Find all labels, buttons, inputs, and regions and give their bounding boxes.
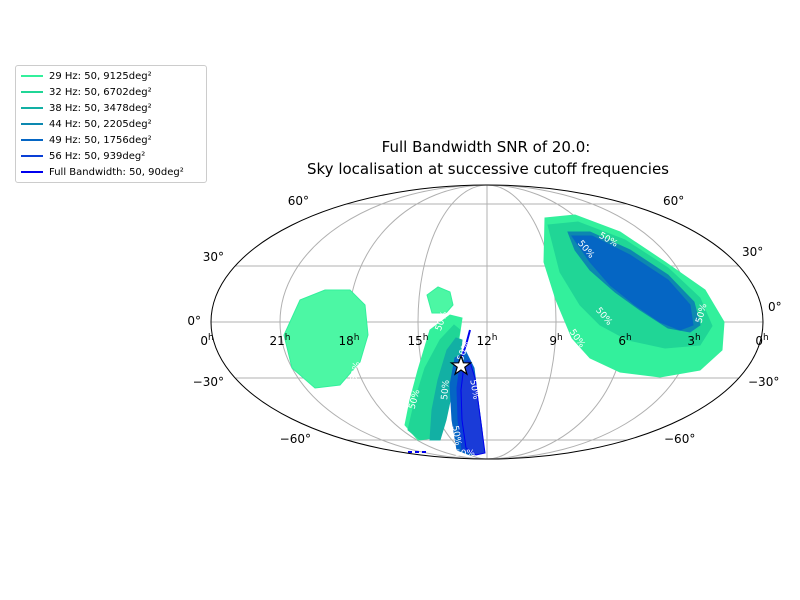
contour-label-12: 50% [455,449,475,459]
legend-label: 56 Hz: 50, 939deg² [49,150,146,162]
legend-item-4: 49 Hz: 50, 1756deg² [16,132,206,148]
legend-line-swatch [21,139,43,141]
contour-49hz-east [571,235,694,331]
ra-tick-label-2: 18h [339,333,360,348]
legend-line-swatch [21,91,43,93]
lat-label-left-30: 30° [203,250,224,264]
contour-29hz-west [283,289,369,389]
contour-label-6: 50% [349,360,362,382]
ra-tick-label-3: 15h [408,333,429,348]
contour-label-10: 50% [467,379,480,401]
legend-line-swatch [21,155,43,157]
legend-item-6: Full Bandwidth: 50, 90deg² [16,164,206,180]
lat-label-right-minus30: −30° [748,375,779,389]
legend-label: 29 Hz: 50, 9125deg² [49,70,152,82]
lat-label-right-minus60: −60° [664,432,695,446]
contour-full-bandwidth-thin [459,329,471,363]
lat-label-right-0: 0° [768,300,782,314]
contour-label-9: 50% [440,379,452,400]
lat-label-right-60: 60° [663,194,684,208]
lat-label-right-30: 30° [742,245,763,259]
legend-line-swatch [21,123,43,125]
meridian-ring-9h [417,185,557,459]
ra-tick-label-6: 6h [618,333,631,348]
legend-label: Full Bandwidth: 50, 90deg² [49,166,184,178]
legend: 29 Hz: 50, 9125deg² 32 Hz: 50, 6702deg² 38… [15,65,207,183]
legend-label: 32 Hz: 50, 6702deg² [49,86,152,98]
ra-tick-label-8: 0h [755,333,768,348]
legend-item-5: 56 Hz: 50, 939deg² [16,148,206,164]
legend-line-swatch [21,107,43,109]
projection-boundary [210,184,764,460]
ra-tick-label-5: 9h [549,333,562,348]
lat-label-left-minus30: −30° [193,375,224,389]
legend-label: 49 Hz: 50, 1756deg² [49,134,152,146]
legend-label: 44 Hz: 50, 2205deg² [49,118,152,130]
contour-29hz-spot [426,286,454,314]
ra-tick-label-1: 21h [270,333,291,348]
lat-label-left-0: 0° [187,314,201,328]
legend-item-2: 38 Hz: 50, 3478deg² [16,100,206,116]
chart-title-line-2: Sky localisation at successive cutoff fr… [307,160,669,178]
lat-label-left-minus60: −60° [280,432,311,446]
legend-item-1: 32 Hz: 50, 6702deg² [16,84,206,100]
legend-item-0: 29 Hz: 50, 9125deg² [16,68,206,84]
legend-label: 38 Hz: 50, 3478deg² [49,102,152,114]
lat-label-left-60: 60° [288,194,309,208]
legend-line-swatch [21,171,43,173]
legend-line-swatch [21,75,43,77]
contour-full-bandwidth [460,361,486,456]
star-marker-icon [449,354,473,376]
ra-tick-label-7: 3h [687,333,700,348]
ra-tick-label-0: 0h [200,333,213,348]
contour-label-11: 50% [449,425,462,447]
ra-tick-label-4: 12h [477,333,498,348]
chart-title-line-1: Full Bandwidth SNR of 20.0: [382,138,591,156]
legend-item-3: 44 Hz: 50, 2205deg² [16,116,206,132]
